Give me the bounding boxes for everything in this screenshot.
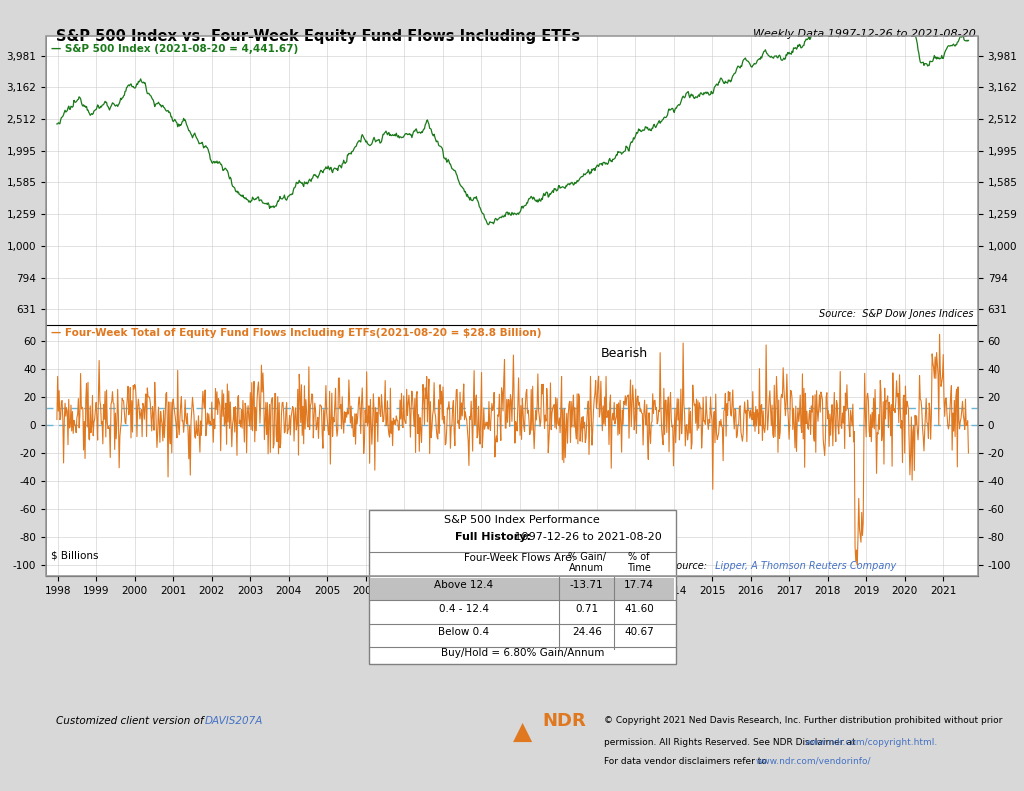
Text: -13.71: -13.71: [570, 581, 603, 590]
Text: www.ndr.com/copyright.html.: www.ndr.com/copyright.html.: [805, 738, 938, 747]
FancyBboxPatch shape: [369, 510, 676, 664]
Text: www.ndr.com/vendorinfo/: www.ndr.com/vendorinfo/: [756, 757, 871, 766]
Text: Bullish: Bullish: [492, 547, 532, 561]
Text: ▲: ▲: [513, 720, 531, 744]
Text: For data vendor disclaimers refer to: For data vendor disclaimers refer to: [604, 757, 770, 766]
Text: 17.74: 17.74: [624, 581, 654, 590]
Text: Lipper, A Thomson Reuters Company: Lipper, A Thomson Reuters Company: [713, 561, 897, 571]
Text: NDR: NDR: [543, 712, 587, 730]
Text: Above 12.4: Above 12.4: [434, 581, 494, 590]
Text: Buy/Hold = 6.80% Gain/Annum: Buy/Hold = 6.80% Gain/Annum: [440, 649, 604, 658]
Text: Source:: Source:: [671, 561, 711, 571]
Text: — S&P 500 Index (2021-08-20 = 4,441.67): — S&P 500 Index (2021-08-20 = 4,441.67): [51, 44, 298, 55]
Text: 40.67: 40.67: [624, 626, 654, 637]
Text: % of
Time: % of Time: [627, 552, 651, 573]
Text: Bearish: Bearish: [600, 347, 647, 360]
FancyBboxPatch shape: [371, 578, 674, 600]
Text: Source:  S&P Dow Jones Indices: Source: S&P Dow Jones Indices: [819, 308, 973, 319]
Text: % Gain/
Annum: % Gain/ Annum: [567, 552, 606, 573]
Text: Full History:: Full History:: [455, 532, 535, 542]
Text: © Copyright 2021 Ned Davis Research, Inc. Further distribution prohibited withou: © Copyright 2021 Ned Davis Research, Inc…: [604, 716, 1002, 725]
Text: Below 0.4: Below 0.4: [438, 626, 489, 637]
Text: Four-Week Flows Are:: Four-Week Flows Are:: [464, 553, 575, 562]
Text: Customized client version of: Customized client version of: [56, 716, 207, 726]
Text: permission. All Rights Reserved. See NDR Disclaimer at: permission. All Rights Reserved. See NDR…: [604, 738, 861, 747]
Text: 41.60: 41.60: [624, 604, 654, 614]
Text: 24.46: 24.46: [571, 626, 602, 637]
Text: 1997-12-26 to 2021-08-20: 1997-12-26 to 2021-08-20: [511, 532, 663, 542]
Text: S&P 500 Index vs. Four-Week Equity Fund Flows Including ETFs: S&P 500 Index vs. Four-Week Equity Fund …: [56, 29, 581, 44]
Text: S&P 500 Index Performance: S&P 500 Index Performance: [444, 515, 600, 524]
Text: Weekly Data 1997-12-26 to 2021-08-20: Weekly Data 1997-12-26 to 2021-08-20: [753, 29, 976, 40]
Text: DAVIS207A: DAVIS207A: [205, 716, 263, 726]
Text: $ Billions: $ Billions: [51, 551, 98, 561]
Text: 0.71: 0.71: [575, 604, 598, 614]
Text: 0.4 - 12.4: 0.4 - 12.4: [439, 604, 488, 614]
Text: — Four-Week Total of Equity Fund Flows Including ETFs(2021-08-20 = $28.8 Billion: — Four-Week Total of Equity Fund Flows I…: [51, 328, 542, 339]
